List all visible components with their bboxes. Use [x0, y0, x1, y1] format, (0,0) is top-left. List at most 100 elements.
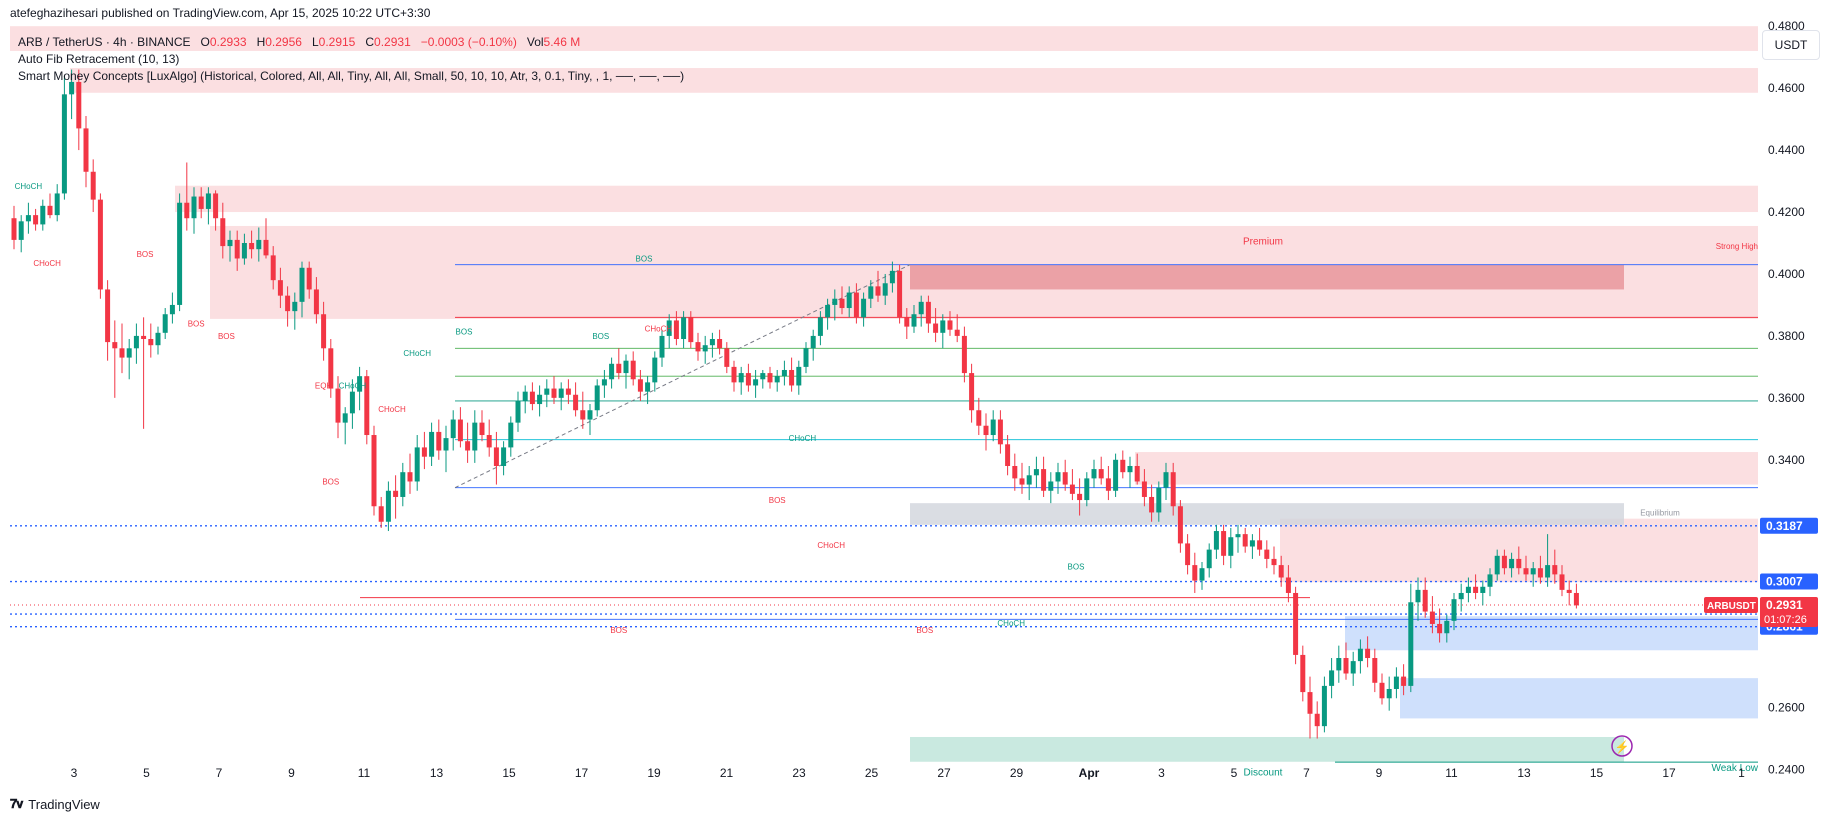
x-tick-label: 1: [1738, 766, 1745, 780]
candle: [623, 354, 629, 389]
candle-body: [983, 425, 989, 436]
candle: [1329, 658, 1335, 699]
indicator-smc[interactable]: Smart Money Concepts [LuxAlgo] (Historic…: [18, 69, 685, 83]
zone-2: [175, 185, 1758, 213]
candle: [169, 292, 175, 324]
candle-body: [601, 379, 607, 386]
candle-body: [1437, 623, 1443, 634]
footer-logo-text: TradingView: [28, 796, 100, 812]
candle-body: [1530, 568, 1536, 575]
candle: [1091, 459, 1097, 488]
structure-label: BOS: [1068, 563, 1085, 572]
candle: [897, 264, 903, 324]
candle-body: [868, 286, 874, 299]
candle-body: [1127, 465, 1133, 473]
structure-label: BOS: [610, 626, 627, 635]
candle: [25, 202, 31, 234]
candle: [925, 295, 931, 333]
candle-body: [1199, 568, 1205, 581]
candle-body: [796, 366, 802, 386]
candle-body: [1329, 670, 1335, 686]
x-tick-label: 25: [865, 766, 879, 780]
candle-body: [760, 373, 766, 380]
candle-body: [465, 441, 471, 451]
candle: [83, 116, 89, 188]
candle-body: [1084, 478, 1090, 501]
structure-label: BOS: [916, 626, 933, 635]
candle-body: [213, 193, 219, 219]
candle-body: [1293, 592, 1299, 655]
candle-body: [803, 348, 809, 367]
symbol-label[interactable]: ARB / TetherUS · 4h · BINANCE: [18, 35, 191, 49]
candle: [1494, 549, 1500, 581]
zone-1: [70, 68, 1758, 93]
candle-body: [1264, 549, 1270, 559]
candle-body: [695, 342, 701, 352]
candle-body: [1113, 459, 1119, 491]
candle: [184, 162, 190, 231]
currency-unit-button[interactable]: USDT: [1762, 30, 1820, 60]
candle: [1350, 651, 1356, 686]
candle-body: [407, 472, 413, 482]
candle-body: [645, 382, 651, 392]
candle-body: [256, 239, 262, 250]
candle-body: [1257, 540, 1263, 550]
candle-body: [961, 335, 967, 374]
x-tick-label: 21: [720, 766, 734, 780]
candle: [54, 184, 60, 222]
indicator-fib[interactable]: Auto Fib Retracement (10, 13): [18, 52, 180, 66]
candle: [601, 369, 607, 398]
candle-body: [83, 128, 89, 172]
candle-body: [681, 317, 687, 340]
candle: [767, 366, 773, 389]
candle-body: [1105, 478, 1111, 491]
candle: [1429, 596, 1435, 634]
candle: [306, 261, 312, 299]
countdown-label: 01:07:26: [1764, 614, 1807, 626]
candle-body: [1177, 506, 1183, 544]
current-price-label: 0.2931: [1766, 598, 1803, 612]
candle: [1120, 450, 1126, 479]
candle-body: [328, 348, 334, 389]
candle-body: [781, 369, 787, 377]
candle-body: [277, 280, 283, 296]
candle: [220, 202, 226, 259]
low-value: 0.2915: [318, 35, 356, 49]
candle-body: [306, 267, 312, 290]
candle-body: [1055, 472, 1061, 482]
candle-body: [1487, 574, 1493, 587]
candle-body: [825, 304, 831, 318]
candle-body: [1005, 444, 1011, 466]
candle-body: [457, 419, 463, 442]
x-tick-label: 9: [288, 766, 295, 780]
x-tick-label: 13: [430, 766, 444, 780]
candle-body: [933, 323, 939, 333]
candle: [457, 407, 463, 448]
candle-body: [810, 335, 816, 349]
structure-label: BOS: [769, 496, 786, 505]
candle: [11, 205, 17, 250]
candle-body: [1221, 531, 1227, 556]
candle-body: [911, 314, 917, 327]
price-tag-label: 0.3187: [1766, 519, 1803, 533]
candle: [1501, 549, 1507, 575]
candle-body: [1559, 574, 1565, 590]
candle: [969, 363, 975, 423]
candle: [472, 410, 478, 463]
candle-body: [1458, 592, 1464, 600]
candle: [1019, 462, 1025, 494]
candle-body: [1386, 688, 1392, 699]
footer: 𝟕𝐯 TradingView: [10, 796, 100, 812]
symbol-tag-label: ARBUSDT: [1707, 601, 1756, 612]
candle: [349, 379, 355, 429]
candle: [342, 407, 348, 445]
candle: [695, 332, 701, 361]
candle-body: [263, 239, 269, 256]
candle-body: [357, 376, 363, 392]
candle-body: [1019, 478, 1025, 485]
x-tick-label: 15: [1590, 766, 1604, 780]
structure-label: BOS: [137, 250, 154, 259]
candle-body: [1372, 658, 1378, 683]
candle: [1422, 577, 1428, 618]
